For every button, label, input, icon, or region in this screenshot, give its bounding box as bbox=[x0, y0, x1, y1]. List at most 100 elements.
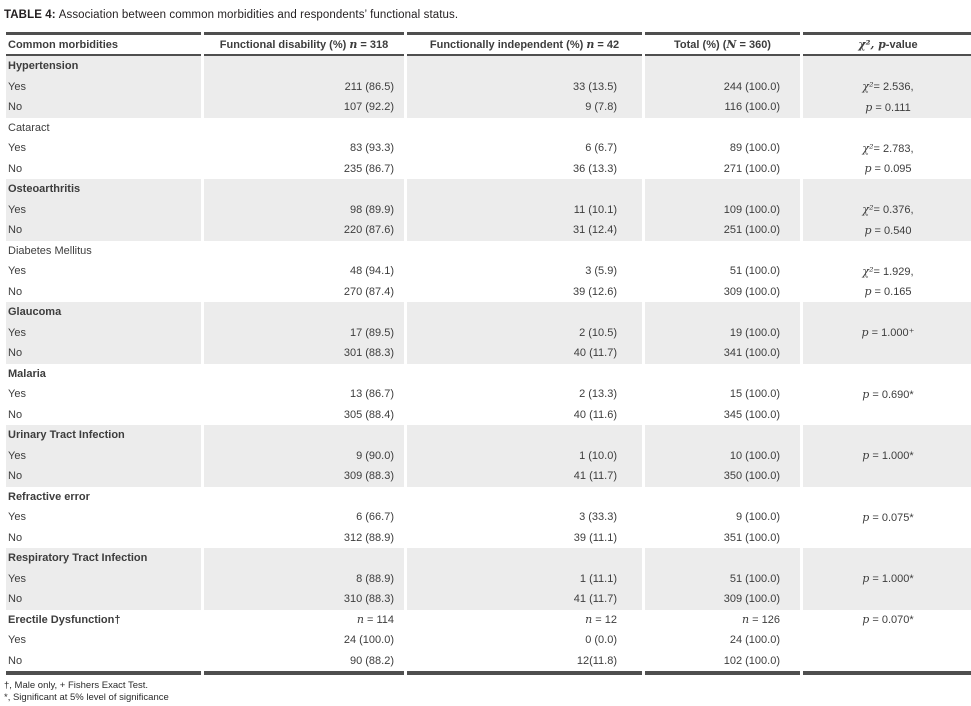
stat-cell: χ²= 0.376, bbox=[803, 199, 971, 220]
data-row: No 309 (88.3) 41 (11.7) 350 (100.0) bbox=[6, 466, 971, 487]
header-symbol: n bbox=[586, 38, 595, 51]
stat-text: = 1.000⁺ bbox=[868, 327, 915, 340]
value-cell: 109 (100.0) bbox=[645, 199, 800, 220]
value-cell: 271 (100.0) bbox=[723, 162, 780, 175]
category-cell bbox=[204, 548, 404, 569]
value-cell: 51 (100.0) bbox=[729, 265, 780, 278]
category-stat-cell bbox=[803, 179, 971, 200]
stat-symbol: n bbox=[742, 613, 750, 627]
data-row: No 235 (86.7) 36 (13.3) 271 (100.0) p = 0.09… bbox=[6, 159, 971, 180]
stat-cell: p = 1.000* bbox=[803, 568, 971, 589]
data-row: No 312 (88.9) 39 (11.1) 351 (100.0) bbox=[6, 528, 971, 549]
stat-cell: p = 0.111 bbox=[803, 97, 971, 118]
row-label: Yes bbox=[8, 634, 26, 647]
data-row: Yes 6 (66.7) 3 (33.3) 9 (100.0) p = 0.075* bbox=[6, 507, 971, 528]
stat-text: = 2.783, bbox=[873, 142, 914, 155]
stat-symbol: p bbox=[862, 572, 870, 586]
stat-text: = 0.376, bbox=[873, 204, 914, 217]
stat-cell: χ²= 2.783, bbox=[803, 138, 971, 159]
stat-text: = 0.111 bbox=[872, 101, 911, 114]
data-row: Yes 83 (93.3) 6 (6.7) 89 (100.0) χ²= 2.783, bbox=[6, 138, 971, 159]
value-cell: 2 (13.3) bbox=[579, 388, 617, 401]
category-cell bbox=[407, 118, 642, 139]
category-name: Hypertension bbox=[6, 56, 201, 77]
stat-cell: p = 0.165 bbox=[803, 282, 971, 303]
category-cell bbox=[204, 241, 404, 262]
header-text: Common morbidities bbox=[8, 39, 119, 51]
value-cell: 309 (100.0) bbox=[723, 285, 780, 298]
value-cell: 305 (88.4) bbox=[343, 408, 394, 421]
category-row: Cataract bbox=[6, 118, 971, 139]
stat-symbol: p bbox=[861, 326, 869, 340]
value-cell: 1 (10.0) bbox=[407, 445, 642, 466]
category-name: Osteoarthritis bbox=[6, 179, 201, 200]
category-cell: n = 126 bbox=[645, 610, 800, 631]
header-text: Total (%) ( bbox=[674, 39, 727, 51]
category-cell: n = 12 bbox=[407, 610, 642, 631]
category-stat-cell bbox=[803, 487, 971, 508]
data-row: No 270 (87.4) 39 (12.6) 309 (100.0) p = 0.16… bbox=[6, 282, 971, 303]
value-cell: 12(11.8) bbox=[407, 651, 642, 675]
stat-text: = 114 bbox=[363, 614, 394, 627]
stat-cell bbox=[803, 343, 971, 364]
data-row: No 305 (88.4) 40 (11.6) 345 (100.0) bbox=[6, 405, 971, 426]
value-cell: 116 (100.0) bbox=[645, 97, 800, 118]
category-row: Respiratory Tract Infection bbox=[6, 548, 971, 569]
row-label: Yes bbox=[6, 322, 201, 343]
row-label: No bbox=[6, 220, 201, 241]
footnote-line: *, Significant at 5% level of significan… bbox=[4, 691, 169, 703]
table-caption-text: Association between common morbidities a… bbox=[58, 9, 459, 21]
data-row: Yes 211 (86.5) 33 (13.5) 244 (100.0) χ²= 2.5… bbox=[6, 76, 971, 97]
row-label: No bbox=[6, 343, 201, 364]
category-name: Malaria bbox=[8, 367, 46, 380]
header-text: = 42 bbox=[594, 39, 620, 51]
value-cell: 9 (90.0) bbox=[204, 445, 404, 466]
row-label: No bbox=[6, 589, 201, 610]
category-cell bbox=[407, 179, 642, 200]
stat-symbol: p bbox=[862, 387, 870, 401]
category-stat-cell bbox=[803, 548, 971, 569]
category-name: Glaucoma bbox=[6, 302, 201, 323]
category-stat-cell: p = 0.070* bbox=[803, 610, 971, 631]
category-cell bbox=[204, 56, 404, 77]
category-name: Diabetes Mellitus bbox=[8, 244, 92, 257]
category-row: Urinary Tract Infection bbox=[6, 425, 971, 446]
data-row: Yes 48 (94.1) 3 (5.9) 51 (100.0) χ²= 1.929, bbox=[6, 261, 971, 282]
column-header-total: Total (%) (N = 360) bbox=[645, 32, 800, 56]
category-row: Diabetes Mellitus bbox=[6, 241, 971, 262]
category-cell bbox=[407, 241, 642, 262]
stat-symbol: χ² bbox=[862, 264, 874, 278]
category-row: Refractive error bbox=[6, 487, 971, 508]
row-label: No bbox=[8, 162, 23, 175]
stat-cell bbox=[803, 405, 971, 426]
stat-cell: p = 0.690* bbox=[803, 384, 971, 405]
data-row: No 107 (92.2) 9 (7.8) 116 (100.0) p = 0.111 bbox=[6, 97, 971, 118]
value-cell: 24 (100.0) bbox=[343, 634, 394, 647]
value-cell: 36 (13.3) bbox=[572, 162, 617, 175]
value-cell: 310 (88.3) bbox=[204, 589, 404, 610]
stat-cell bbox=[803, 589, 971, 610]
value-cell: 41 (11.7) bbox=[407, 466, 642, 487]
category-name: Erectile Dysfunction† bbox=[8, 613, 121, 626]
stat-cell bbox=[803, 630, 971, 651]
value-cell: 350 (100.0) bbox=[645, 466, 800, 487]
stat-cell: χ²= 2.536, bbox=[803, 76, 971, 97]
value-cell: 41 (11.7) bbox=[407, 589, 642, 610]
value-cell: 9 (100.0) bbox=[735, 511, 780, 524]
stat-symbol: χ² bbox=[862, 203, 874, 217]
value-cell: 39 (11.1) bbox=[573, 531, 617, 544]
data-row: No 90 (88.2) 12(11.8) 102 (100.0) bbox=[6, 651, 971, 675]
stat-text: = 126 bbox=[749, 614, 780, 627]
value-cell: 235 (86.7) bbox=[343, 162, 394, 175]
category-cell bbox=[204, 118, 404, 139]
category-cell bbox=[645, 364, 800, 385]
category-cell bbox=[645, 118, 800, 139]
category-name: Refractive error bbox=[8, 490, 90, 503]
category-cell bbox=[204, 487, 404, 508]
data-row: No 301 (88.3) 40 (11.7) 341 (100.0) bbox=[6, 343, 971, 364]
data-row: Yes 17 (89.5) 2 (10.5) 19 (100.0) p = 1.000⁺ bbox=[6, 322, 971, 343]
stat-text: = 0.070* bbox=[869, 614, 914, 627]
header-symbol: N bbox=[726, 38, 737, 51]
category-cell bbox=[407, 364, 642, 385]
